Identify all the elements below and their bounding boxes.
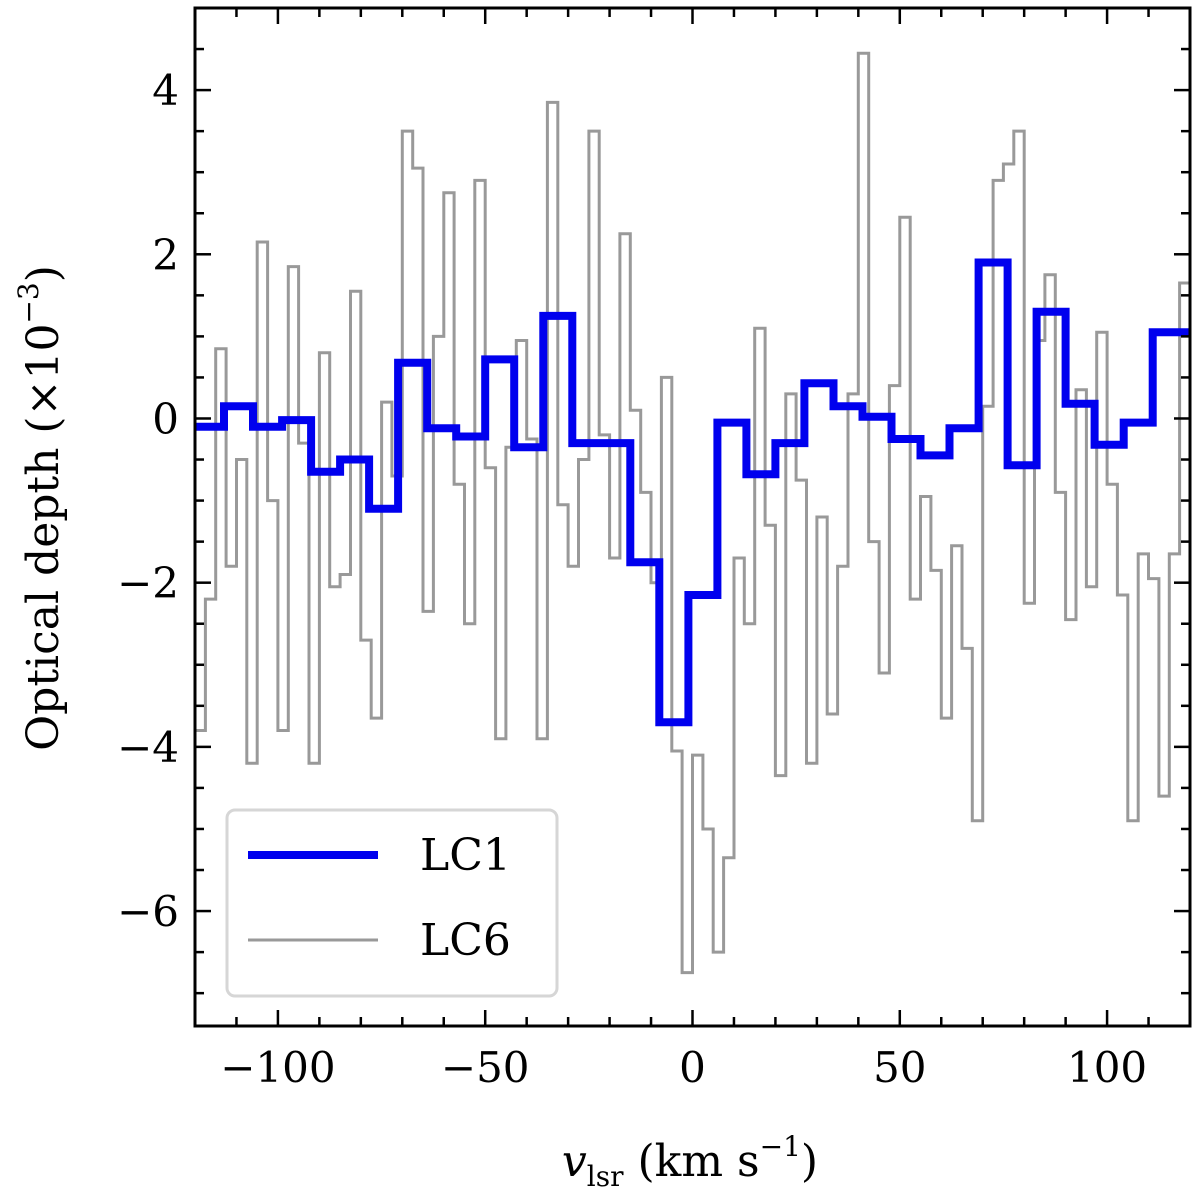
y-tick-label: 4 — [152, 66, 179, 115]
x-tick-label: −50 — [441, 1043, 530, 1092]
y-tick-label: 2 — [152, 230, 179, 279]
x-tick-label: 50 — [873, 1043, 926, 1092]
y-tick-label: −4 — [117, 723, 179, 772]
y-tick-label: −6 — [117, 887, 179, 936]
plot-area — [195, 51, 1190, 975]
series-lc1 — [195, 258, 1190, 727]
y-axis-label: Optical depth (×10−3) — [12, 265, 69, 751]
x-axis-label: vlsr (km s−1) — [562, 1130, 818, 1193]
plot-frame — [193, 6, 1192, 1028]
legend: LC1 LC6 — [225, 808, 559, 998]
legend-label-lc1: LC1 — [420, 830, 511, 881]
x-tick-labels: −100 −50 0 50 100 — [220, 1043, 1147, 1092]
y-tick-label: 0 — [152, 394, 179, 443]
series-lc6 — [195, 51, 1190, 975]
legend-label-lc6: LC6 — [420, 915, 511, 966]
y-tick-labels: −6 −4 −2 0 2 4 — [117, 66, 179, 936]
x-tick-label: −100 — [220, 1043, 335, 1092]
x-tick-label: 100 — [1067, 1043, 1147, 1092]
y-tick-label: −2 — [117, 559, 179, 608]
x-tick-label: 0 — [679, 1043, 706, 1092]
